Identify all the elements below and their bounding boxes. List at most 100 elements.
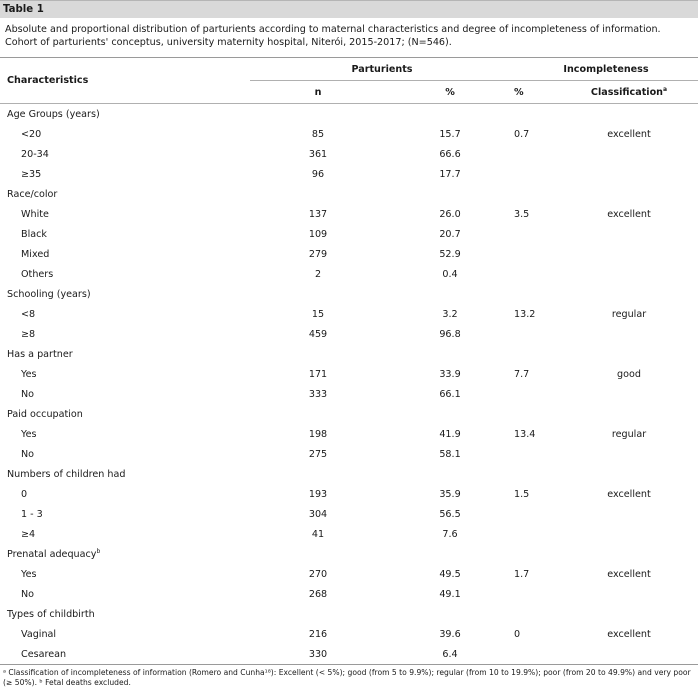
cell-classification: excellent: [607, 208, 651, 220]
cell-classification: [560, 144, 698, 164]
cell-n: 304: [308, 508, 328, 520]
row-label: 0: [21, 488, 28, 500]
row-label: Yes: [21, 428, 37, 440]
cell-classification: excellent: [607, 628, 651, 640]
table-footnote: ᵃ Classification of incompleteness of in…: [3, 668, 691, 687]
table-row: ≥4 41 7.6: [0, 524, 698, 544]
cell-n: 137: [308, 208, 328, 220]
cell-incompleteness-pct: [514, 504, 560, 524]
cell-pct: 58.1: [439, 448, 461, 460]
cell-incompleteness-pct: [514, 224, 560, 244]
cell-n: 270: [308, 568, 328, 580]
cell-pct: 66.6: [439, 148, 461, 160]
cell-pct: 66.1: [439, 388, 461, 400]
cell-incompleteness-pct: [514, 524, 560, 544]
row-label: White: [21, 208, 49, 220]
row-label: ≥35: [21, 168, 42, 180]
table-row: Cesarean 330 6.4: [0, 644, 698, 665]
group-name: Schooling (years): [7, 288, 91, 300]
row-label: Yes: [21, 368, 37, 380]
row-label: Black: [21, 228, 47, 240]
cell-incompleteness-pct: 7.7: [514, 368, 530, 380]
group-label: Types of childbirth: [0, 604, 698, 624]
group-row: Paid occupation: [0, 404, 698, 424]
header-classification: Classificationa: [560, 80, 698, 104]
cell-classification: [560, 644, 698, 665]
row-label: Others: [21, 268, 54, 280]
cell-classification: [560, 164, 698, 184]
cell-pct: 0.4: [442, 268, 458, 280]
group-row: Has a partner: [0, 344, 698, 364]
row-label: ≥8: [21, 328, 36, 340]
cell-incompleteness-pct: 1.5: [514, 488, 530, 500]
table-row: Yes 270 49.5 1.7 excellent: [0, 564, 698, 584]
data-table: Characteristics Parturients Incompletene…: [0, 58, 698, 665]
group-row: Numbers of children had: [0, 464, 698, 484]
cell-incompleteness-pct: [514, 384, 560, 404]
cell-classification: [560, 504, 698, 524]
cell-incompleteness-pct: 1.7: [514, 568, 530, 580]
table-row: 20-34 361 66.6: [0, 144, 698, 164]
row-label: No: [21, 448, 35, 460]
cell-pct: 96.8: [439, 328, 461, 340]
row-label: <20: [21, 128, 42, 140]
table-row: No 275 58.1: [0, 444, 698, 464]
group-name: Numbers of children had: [7, 468, 126, 480]
table-row: Vaginal 216 39.6 0 excellent: [0, 624, 698, 644]
group-row: Race/color: [0, 184, 698, 204]
group-label: Schooling (years): [0, 284, 698, 304]
row-label: <8: [21, 308, 36, 320]
cell-classification: [560, 584, 698, 604]
table-body: Age Groups (years) <20 85 15.7 0.7 excellent 2…: [0, 104, 698, 665]
group-label: Prenatal adequacyb: [0, 544, 698, 564]
cell-pct: 39.6: [439, 628, 461, 640]
cell-incompleteness-pct: 0.7: [514, 128, 530, 140]
group-name: Has a partner: [7, 348, 73, 360]
table-label: Table 1: [0, 0, 698, 18]
cell-n: 15: [311, 308, 325, 320]
cell-pct: 35.9: [439, 488, 461, 500]
row-label: Yes: [21, 568, 37, 580]
cell-incompleteness-pct: 13.2: [514, 308, 536, 320]
table-row: ≥35 96 17.7: [0, 164, 698, 184]
table-row: Others 2 0.4: [0, 264, 698, 284]
header-row-sub: n % % Classificationa: [0, 80, 698, 104]
cell-incompleteness-pct: [514, 324, 560, 344]
cell-classification: [560, 384, 698, 404]
cell-n: 361: [308, 148, 328, 160]
cell-incompleteness-pct: [514, 244, 560, 264]
group-name: Race/color: [7, 188, 58, 200]
header-incompleteness: Incompleteness: [514, 58, 698, 81]
table-row: Yes 171 33.9 7.7 good: [0, 364, 698, 384]
group-row: Prenatal adequacyb: [0, 544, 698, 564]
cell-pct: 20.7: [439, 228, 461, 240]
cell-classification: regular: [611, 428, 647, 440]
table-row: Yes 198 41.9 13.4 regular: [0, 424, 698, 444]
cell-n: 85: [311, 128, 325, 140]
cell-n: 198: [308, 428, 328, 440]
cell-n: 2: [314, 268, 322, 280]
cell-pct: 41.9: [439, 428, 461, 440]
group-name: Age Groups (years): [7, 108, 100, 120]
group-name: Types of childbirth: [7, 608, 95, 620]
cell-classification: good: [617, 368, 641, 380]
group-label: Numbers of children had: [0, 464, 698, 484]
cell-classification: [560, 524, 698, 544]
group-row: Types of childbirth: [0, 604, 698, 624]
cell-classification: excellent: [607, 488, 651, 500]
cell-n: 171: [308, 368, 328, 380]
group-row: Schooling (years): [0, 284, 698, 304]
group-footnote-mark: b: [96, 547, 101, 555]
cell-pct: 56.5: [439, 508, 461, 520]
group-name: Paid occupation: [7, 408, 83, 420]
cell-n: 459: [308, 328, 328, 340]
header-row-top: Characteristics Parturients Incompletene…: [0, 58, 698, 104]
cell-incompleteness-pct: [514, 144, 560, 164]
cell-classification: [560, 324, 698, 344]
header-parturients: Parturients: [250, 58, 514, 81]
row-label: ≥4: [21, 528, 36, 540]
cell-classification: excellent: [607, 128, 651, 140]
cell-n: 333: [308, 388, 328, 400]
cell-incompleteness-pct: [514, 164, 560, 184]
row-label: No: [21, 388, 35, 400]
